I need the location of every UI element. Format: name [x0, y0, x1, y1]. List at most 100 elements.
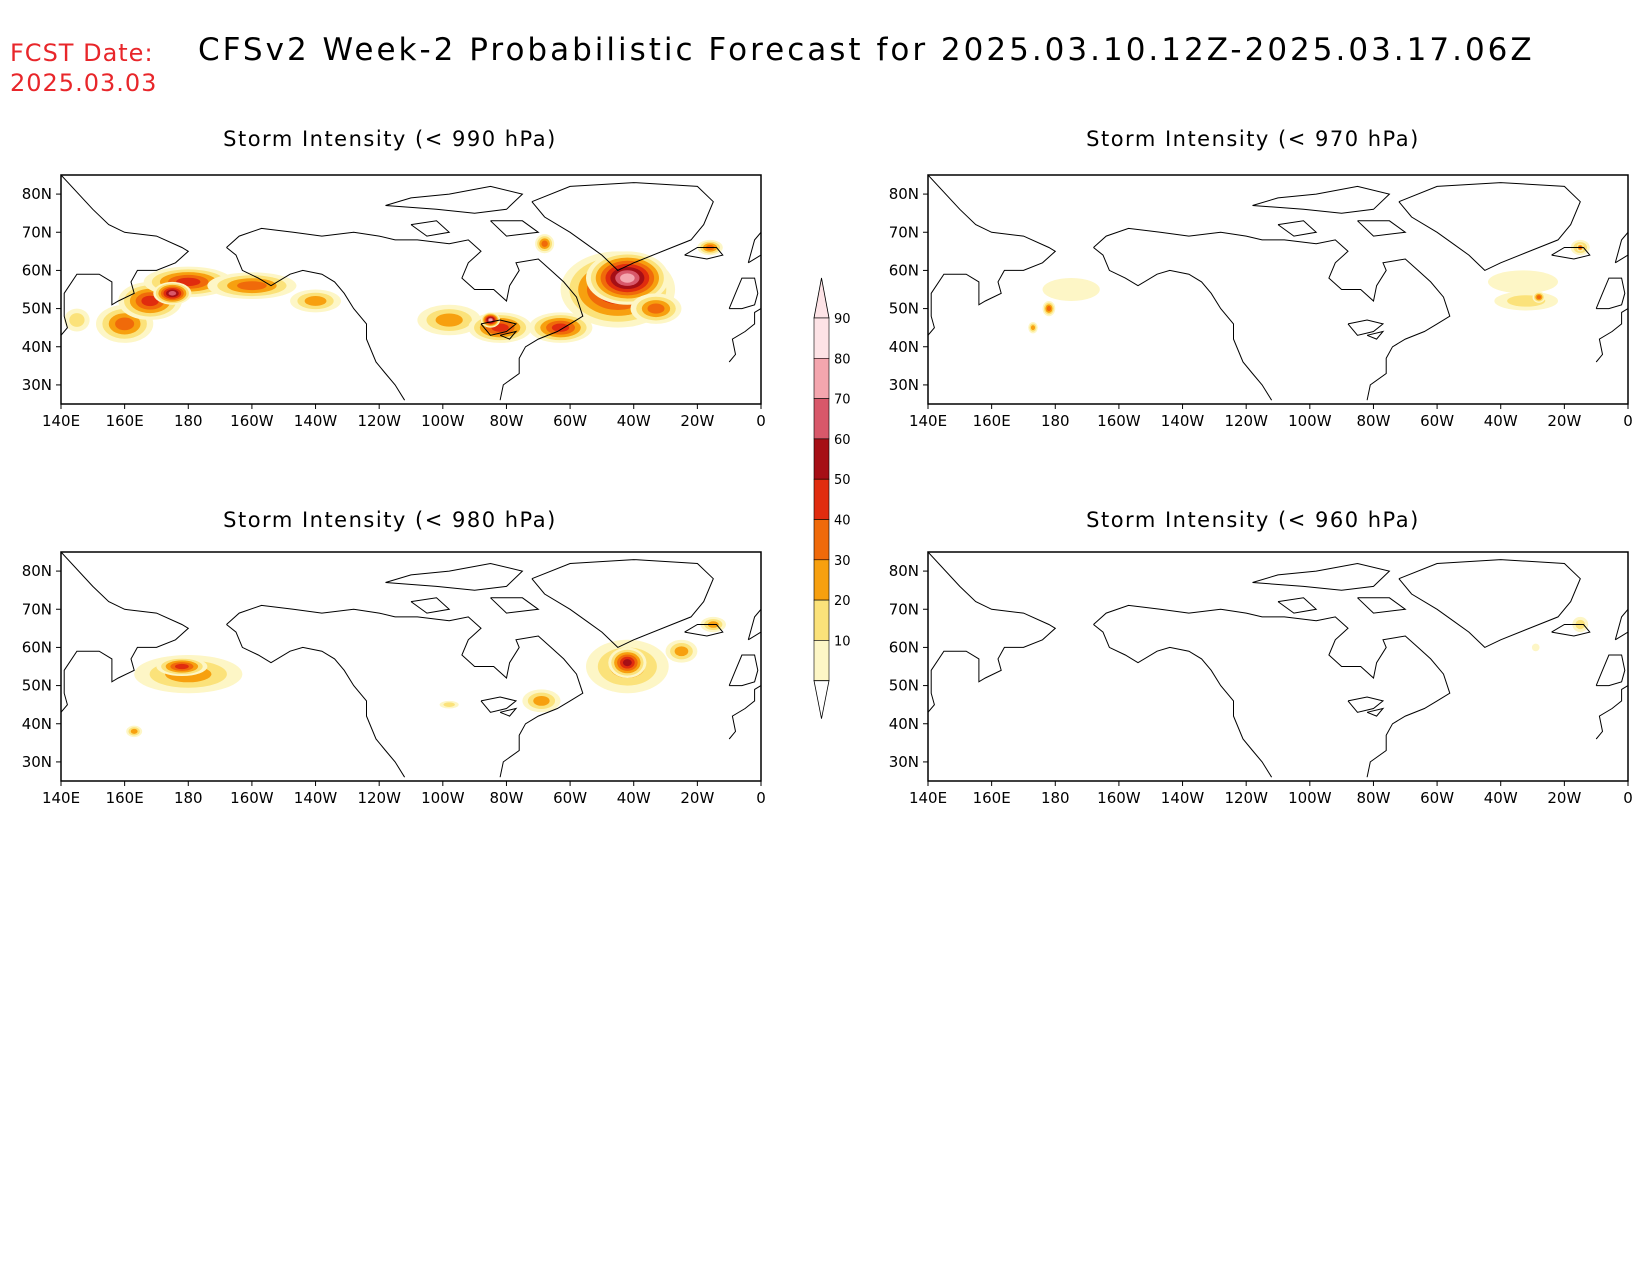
map-panel-970: 140E 160E 180 160W 140W 120W 100W 80W 60W 40W 20W 0… — [889, 174, 1633, 430]
lon-tick-label: 160E — [106, 412, 144, 430]
probability-blob — [237, 281, 267, 291]
probability-blob — [541, 240, 548, 247]
lon-tick-label: 0 — [1623, 789, 1633, 807]
colorbar-label: 50 — [834, 473, 851, 488]
probability-blob — [488, 318, 493, 322]
lon-tick-label: 40W — [617, 412, 651, 430]
colorbar-swatch — [813, 640, 830, 682]
lon-tick-label: 60W — [1420, 789, 1454, 807]
probability-blob — [69, 313, 85, 327]
lat-tick-label: 50N — [22, 300, 52, 318]
lat-tick-label: 60N — [22, 638, 52, 656]
colorbar-swatch — [813, 478, 830, 520]
lon-tick-label: 180 — [1041, 789, 1070, 807]
coastline — [747, 608, 761, 641]
coastline — [928, 175, 1057, 336]
lon-tick-label: 80W — [489, 412, 523, 430]
lon-tick-label: 160E — [973, 412, 1011, 430]
lon-tick-label: 100W — [421, 789, 465, 807]
coastline — [747, 231, 761, 264]
lon-tick-label: 160W — [230, 789, 274, 807]
coastline — [1614, 608, 1628, 641]
coastline — [385, 562, 524, 591]
coastline — [410, 220, 451, 237]
lon-tick-label: 160W — [1097, 789, 1141, 807]
panel-title-990: Storm Intensity (< 990 hPa) — [223, 127, 557, 151]
colorbar-label: 90 — [834, 312, 851, 327]
lat-tick-label: 80N — [22, 185, 52, 203]
panel-title-970: Storm Intensity (< 970 hPa) — [1086, 127, 1420, 151]
probability-blob — [620, 273, 635, 283]
coastline — [490, 597, 540, 614]
lon-tick-label: 20W — [1547, 412, 1581, 430]
colorbar-swatch — [813, 357, 830, 399]
lon-tick-label: 40W — [617, 789, 651, 807]
lat-tick-label: 30N — [889, 376, 919, 394]
coastline — [1595, 685, 1628, 740]
lat-tick-label: 40N — [22, 715, 52, 733]
coastline — [1347, 696, 1385, 713]
lon-tick-label: 20W — [1547, 789, 1581, 807]
coastlines — [928, 175, 1628, 401]
coastline — [1398, 182, 1581, 272]
coastline — [684, 247, 724, 260]
lat-tick-label: 70N — [889, 600, 919, 618]
probability-blob — [130, 728, 138, 734]
lon-tick-label: 120W — [1224, 412, 1268, 430]
coastline — [728, 685, 761, 740]
colorbar-arrow-top — [813, 277, 830, 319]
probability-blob — [304, 296, 327, 306]
lon-tick-label: 120W — [1224, 789, 1268, 807]
colorbar-swatch — [813, 519, 830, 561]
coastline — [1357, 220, 1407, 237]
probability-field — [64, 234, 723, 343]
lon-tick-label: 160W — [230, 412, 274, 430]
lon-tick-label: 160E — [973, 789, 1011, 807]
coastline — [1614, 231, 1628, 264]
probability-blob — [1488, 270, 1558, 294]
lon-tick-label: 180 — [174, 412, 203, 430]
lon-tick-label: 140E — [909, 789, 947, 807]
map-frame — [60, 174, 762, 405]
lat-tick-label: 80N — [889, 185, 919, 203]
lat-tick-label: 40N — [889, 715, 919, 733]
map-panel-960: 140E 160E 180 160W 140W 120W 100W 80W 60W 40W 20W 0… — [889, 551, 1633, 807]
coastline — [480, 319, 518, 336]
probability-field — [1028, 239, 1590, 334]
lon-tick-label: 140W — [294, 789, 338, 807]
colorbar-swatch — [813, 559, 830, 601]
colorbar-label: 70 — [834, 393, 851, 408]
coastline — [226, 624, 406, 778]
colorbar: 90 80 70 60 50 40 30 20 10 — [813, 277, 851, 719]
lon-tick-label: 80W — [1356, 412, 1390, 430]
colorbar-label: 10 — [834, 634, 851, 649]
lon-tick-label: 140W — [1161, 789, 1205, 807]
panel-title-960: Storm Intensity (< 960 hPa) — [1086, 508, 1420, 532]
colorbar-swatch — [813, 599, 830, 641]
lon-tick-label: 20W — [680, 412, 714, 430]
coastline — [1398, 559, 1581, 649]
probability-blob — [168, 291, 177, 296]
coastline — [226, 227, 584, 401]
coastlines — [928, 552, 1628, 778]
lat-tick-label: 50N — [889, 677, 919, 695]
lat-tick-label: 70N — [22, 600, 52, 618]
lat-tick-label: 80N — [22, 562, 52, 580]
colorbar-swatch — [813, 317, 830, 359]
probability-field — [126, 616, 726, 738]
coastline — [480, 696, 518, 713]
lon-tick-label: 0 — [1623, 412, 1633, 430]
probability-blob — [115, 317, 135, 331]
lat-tick-label: 40N — [889, 338, 919, 356]
lat-tick-label: 50N — [889, 300, 919, 318]
coastline — [684, 624, 724, 637]
lon-tick-label: 80W — [1356, 789, 1390, 807]
coastline — [531, 182, 714, 272]
coastline — [1093, 247, 1273, 401]
lon-tick-label: 100W — [1288, 789, 1332, 807]
coastline — [1093, 227, 1451, 401]
coastline — [1595, 308, 1628, 363]
lon-tick-label: 20W — [680, 789, 714, 807]
main-title: CFSv2 Week-2 Probabilistic Forecast for … — [198, 32, 1535, 68]
lat-tick-label: 60N — [889, 638, 919, 656]
